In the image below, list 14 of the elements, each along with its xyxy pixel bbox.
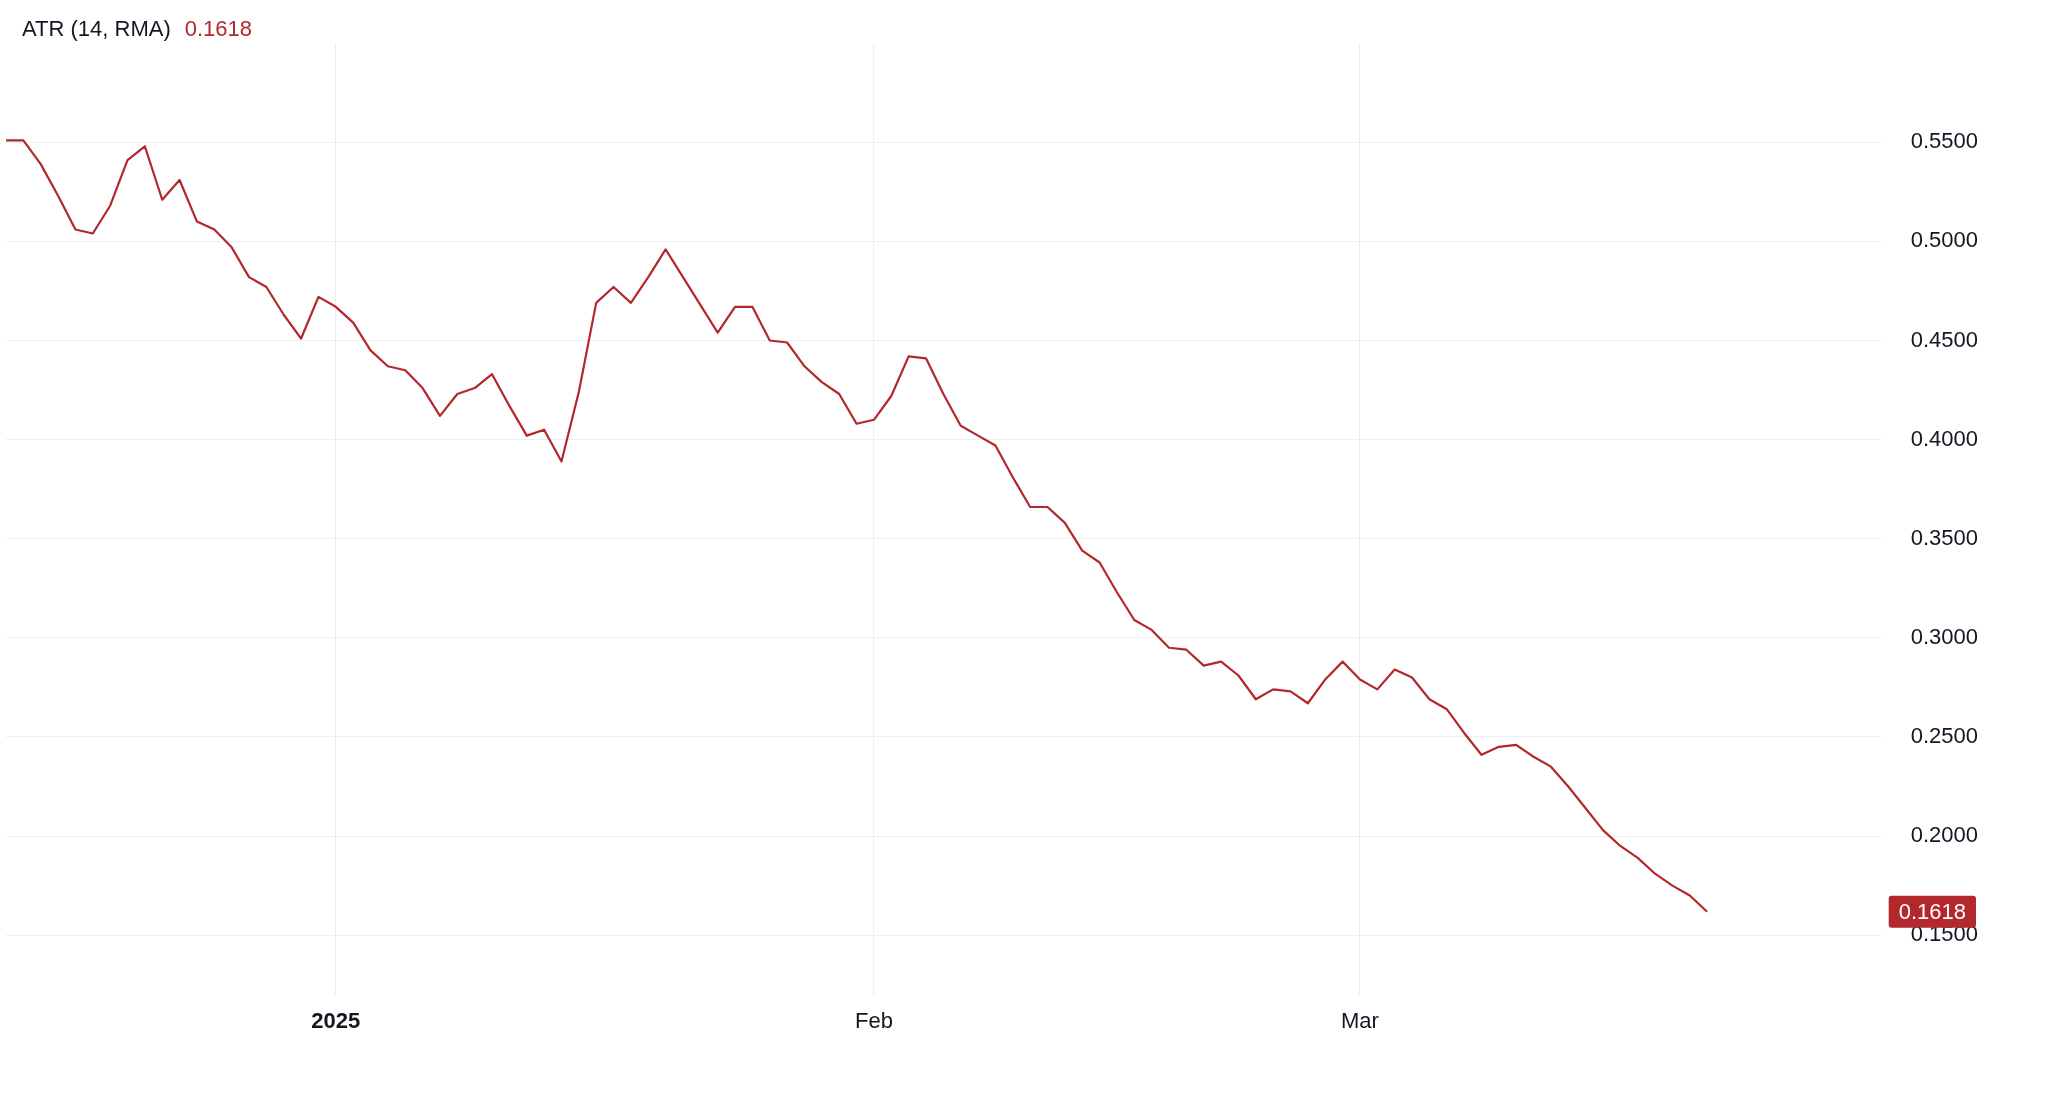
x-tick-label: Feb — [854, 1007, 893, 1033]
y-tick-label: 0.4500 — [1910, 326, 1979, 352]
y-tick-label: 0.3500 — [1910, 524, 1979, 550]
x-tick-label: Mar — [1341, 1007, 1379, 1033]
y-tick-label: 0.5000 — [1910, 227, 1979, 253]
text: 0.1618 — [184, 16, 253, 42]
y-tick-label: 0.5500 — [1910, 128, 1979, 154]
y-tick-label: 0.4000 — [1910, 425, 1979, 451]
text: 0.1618 — [1898, 898, 1967, 924]
x-tick-label: 2025 — [311, 1007, 361, 1033]
y-tick-label: 0.3000 — [1910, 623, 1979, 649]
y-tick-label: 0.2000 — [1910, 822, 1979, 848]
text: ATR (14, RMA) — [22, 16, 171, 42]
y-tick-label: 0.2500 — [1910, 722, 1979, 748]
